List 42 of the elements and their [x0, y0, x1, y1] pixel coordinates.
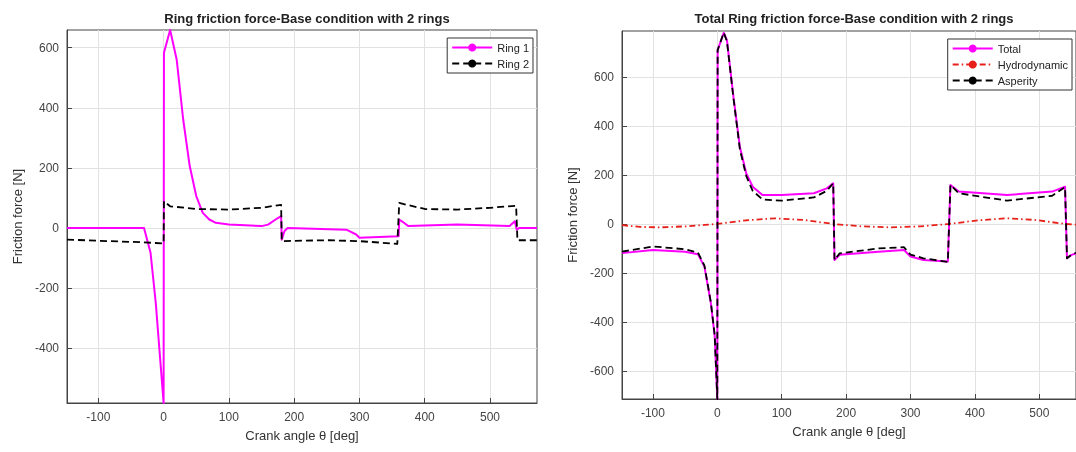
x-axis-title: Crank angle θ [deg] [792, 424, 906, 439]
x-tick-label: 500 [479, 410, 501, 424]
chart-title: Total Ring friction force-Base condition with 2 rings [694, 11, 1014, 26]
chart-title: Ring friction force-Base condition with 2 rings [164, 11, 450, 26]
x-tick-label: -100 [640, 406, 666, 420]
x-tick-label: 500 [1029, 406, 1050, 420]
y-tick-label: -200 [589, 265, 615, 280]
x-tick-label: 0 [160, 410, 168, 424]
legend-label: Ring 1 [497, 41, 529, 54]
y-tick-label: 400 [593, 118, 615, 133]
y-tick-label: 600 [38, 40, 60, 55]
y-tick-label: 200 [38, 160, 60, 175]
x-tick-label: 200 [836, 406, 857, 420]
legend-label: Asperity [997, 74, 1038, 87]
legend-label: Total [997, 42, 1021, 55]
line-series [66, 29, 538, 404]
x-tick-label: 300 [349, 410, 370, 424]
y-tick-label: -600 [589, 364, 615, 379]
y-tick-label: -200 [34, 280, 60, 295]
x-axis-title: Crank angle θ [deg] [245, 428, 359, 443]
y-tick-label: 600 [593, 69, 615, 84]
y-tick-label: 400 [38, 100, 60, 115]
legend-label: Hydrodynamic [997, 58, 1069, 71]
x-tick-label: 0 [713, 406, 721, 420]
line-series [621, 217, 1076, 229]
x-tick-label: -100 [86, 410, 111, 424]
y-tick-label: 0 [52, 220, 60, 235]
y-tick-label: 0 [607, 216, 615, 231]
y-axis-title: Friction force [N] [10, 168, 26, 265]
y-tick-label: -400 [589, 315, 615, 330]
x-tick-label: 400 [964, 406, 986, 420]
x-tick-label: 100 [218, 410, 240, 424]
x-tick-label: 100 [771, 406, 793, 420]
x-tick-label: 300 [900, 406, 921, 420]
y-tick-label: 200 [593, 167, 615, 182]
line-series [621, 31, 1076, 400]
y-tick-label: -400 [34, 341, 60, 356]
legend-label: Ring 2 [497, 57, 529, 70]
x-tick-label: 200 [284, 410, 305, 424]
line-series [66, 200, 538, 245]
x-tick-label: 400 [414, 410, 436, 424]
y-axis-title: Friction force [N] [565, 167, 581, 263]
